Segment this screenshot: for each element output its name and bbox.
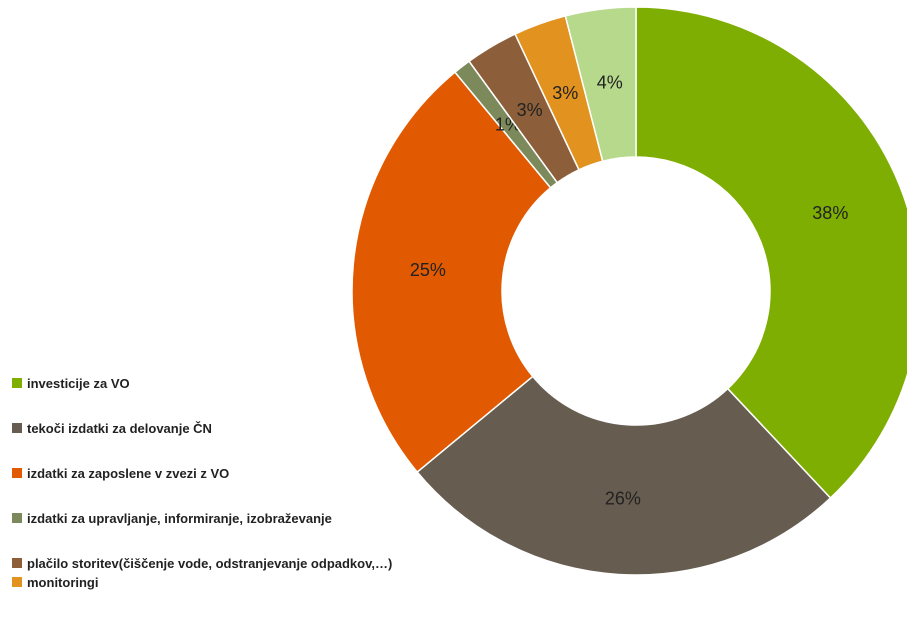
data-label: 3% <box>517 100 543 120</box>
donut-segment <box>635 6 907 500</box>
donut-segment <box>564 6 637 163</box>
legend-swatch <box>12 513 22 523</box>
data-label: 26% <box>605 488 641 508</box>
legend-item: izdatki za zaposlene v zvezi z VO <box>12 464 412 483</box>
legend-item: monitoringi <box>12 573 412 592</box>
data-label: 4% <box>597 72 623 92</box>
legend-label: monitoringi <box>27 575 99 590</box>
data-label: 3% <box>552 83 578 103</box>
data-label: 25% <box>410 260 446 280</box>
legend-swatch <box>12 468 22 478</box>
legend-swatch <box>12 577 22 587</box>
legend-label: izdatki za upravljanje, informiranje, iz… <box>27 511 332 526</box>
legend-item: investicije za VO <box>12 374 412 393</box>
data-label: 38% <box>812 203 848 223</box>
legend-item: plačilo storitev(čiščenje vode, odstranj… <box>12 554 412 573</box>
legend-label: investicije za VO <box>27 376 130 391</box>
donut-segment <box>416 375 832 576</box>
legend-item: tekoči izdatki za delovanje ČN <box>12 419 412 438</box>
legend-label: izdatki za zaposlene v zvezi z VO <box>27 466 230 481</box>
donut-segment <box>351 71 552 474</box>
legend-swatch <box>12 558 22 568</box>
legend-label: plačilo storitev(čiščenje vode, odstranj… <box>27 556 393 571</box>
legend: investicije za VO tekoči izdatki za delov… <box>12 374 412 592</box>
legend-label: tekoči izdatki za delovanje ČN <box>27 421 212 436</box>
legend-swatch <box>12 378 22 388</box>
legend-item: izdatki za upravljanje, informiranje, iz… <box>12 509 412 528</box>
legend-swatch <box>12 423 22 433</box>
